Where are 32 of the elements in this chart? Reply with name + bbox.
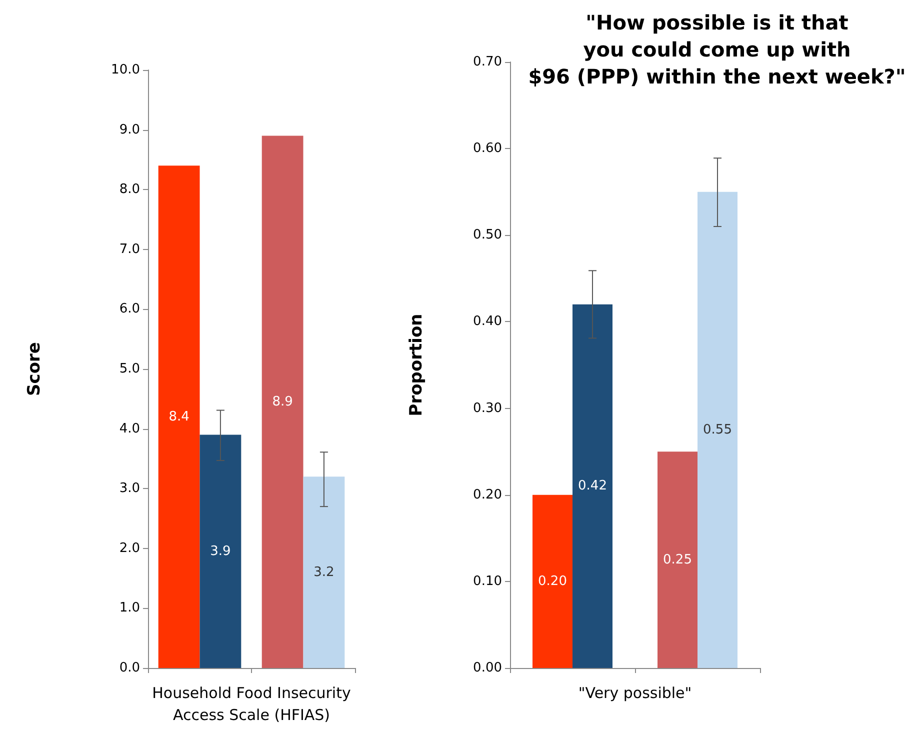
y-tick-label: 4.0 <box>119 421 140 436</box>
x-axis-title: "Very possible" <box>578 684 692 702</box>
y-axis-title: Proportion <box>406 314 426 416</box>
y-tick-label: 0.10 <box>473 574 502 589</box>
y-tick-label: 0.00 <box>473 660 502 676</box>
y-tick-label: 8.0 <box>119 182 140 198</box>
y-tick-label: 2.0 <box>119 540 140 556</box>
y-axis-title: Score <box>24 342 44 396</box>
data-label: 3.2 <box>314 564 334 580</box>
data-label: 0.42 <box>578 478 607 494</box>
y-tick-label: 0.50 <box>473 228 502 243</box>
data-label: 8.4 <box>168 409 190 424</box>
data-label: 0.55 <box>703 422 732 438</box>
y-tick-label: 10.0 <box>111 62 140 78</box>
y-tick-label: 0.70 <box>473 54 502 70</box>
y-tick-label: 0.40 <box>473 314 502 330</box>
y-tick-label: 3.0 <box>119 481 140 496</box>
y-tick-label: 1.0 <box>119 600 140 616</box>
x-axis-title: Household Food Insecurity Access Scale (HFIAS) <box>152 684 351 724</box>
data-label: 0.25 <box>663 552 692 568</box>
y-tick-label: 5.0 <box>119 362 140 376</box>
y-tick-label: 0.30 <box>473 400 502 416</box>
y-tick-label: 6.0 <box>119 302 140 317</box>
data-label: 0.20 <box>538 574 567 589</box>
data-label: 8.9 <box>272 394 293 410</box>
y-tick-label: 9.0 <box>119 122 140 138</box>
data-label: 3.9 <box>210 544 231 559</box>
y-tick-label: 0.0 <box>119 660 140 676</box>
y-tick-label: 7.0 <box>119 242 140 257</box>
y-tick-label: 0.20 <box>473 487 502 502</box>
y-tick-label: 0.60 <box>473 141 502 156</box>
chart-title: "How possible is it that you could come up with $96 (PPP) within the next week?" <box>528 10 906 88</box>
